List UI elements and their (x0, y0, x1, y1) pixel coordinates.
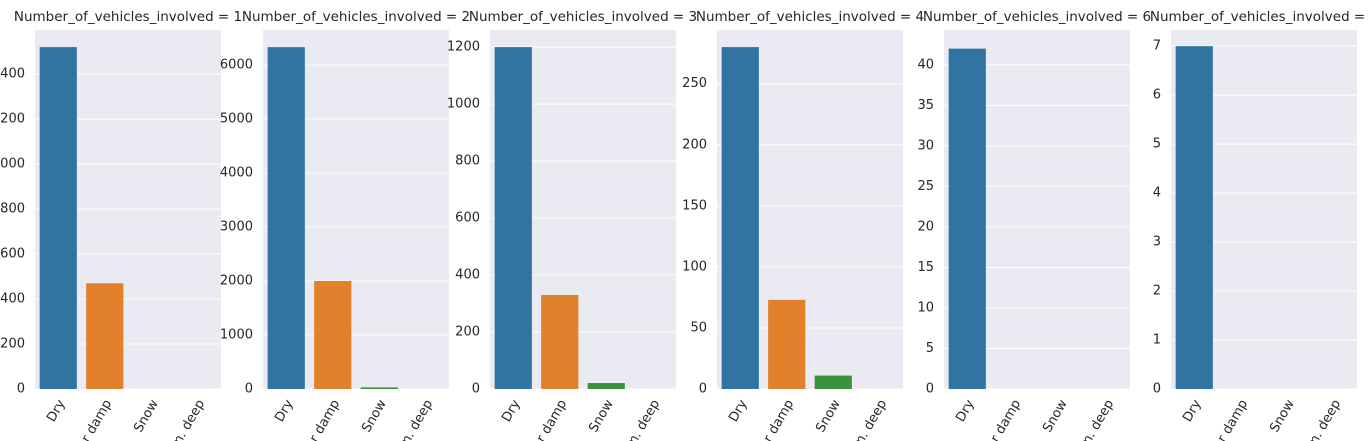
y-tick-label: 4000 (220, 165, 253, 180)
x-tick-label: Snow (1040, 397, 1071, 435)
y-tick-label: 1000 (0, 157, 25, 172)
bar (721, 47, 759, 389)
x-tick-label: Wet or damp (1196, 397, 1251, 441)
bar (768, 299, 806, 389)
panel-title: Number_of_vehicles_involved = 7 (1150, 9, 1370, 25)
y-tick-label: 0 (1153, 382, 1161, 397)
x-tick-label: Snow (1267, 397, 1298, 435)
bar (1175, 46, 1213, 389)
y-tick-label: 15 (917, 260, 934, 275)
y-tick-label: 35 (917, 98, 934, 113)
y-tick-label: 0 (699, 382, 707, 397)
y-tick-label: 6 (1153, 88, 1161, 103)
y-tick-label: 5 (926, 341, 934, 356)
y-tick-label: 0 (17, 382, 25, 397)
y-tick-label: 1000 (220, 327, 253, 342)
bar (86, 283, 124, 389)
y-tick-label: 0 (245, 382, 253, 397)
y-tick-label: 1000 (447, 97, 480, 112)
y-tick-label: 20 (917, 219, 934, 234)
panel-title: Number_of_vehicles_involved = 3 (469, 9, 697, 25)
y-tick-label: 400 (455, 268, 480, 283)
x-tick-label: Dry (44, 397, 69, 425)
bar (39, 47, 77, 389)
panel-title: Number_of_vehicles_involved = 1 (14, 9, 242, 25)
y-tick-label: 5000 (220, 111, 253, 126)
bar (948, 48, 986, 389)
panel-title: Number_of_vehicles_involved = 6 (923, 9, 1151, 25)
y-tick-label: 250 (682, 76, 707, 91)
x-tick-label: Snow (586, 397, 617, 435)
y-tick-label: 25 (917, 179, 934, 194)
y-tick-label: 10 (917, 300, 934, 315)
y-tick-label: 7 (1153, 39, 1161, 54)
x-tick-label: Snow (359, 397, 390, 435)
y-tick-label: 0 (472, 382, 480, 397)
y-tick-label: 2000 (220, 273, 253, 288)
y-tick-label: 1400 (0, 67, 25, 82)
y-tick-label: 3000 (220, 219, 253, 234)
x-tick-label: Dry (726, 397, 751, 425)
bar (360, 387, 398, 389)
y-tick-label: 5 (1153, 137, 1161, 152)
y-tick-label: 600 (455, 211, 480, 226)
x-tick-label: Wet or damp (969, 397, 1024, 441)
y-tick-label: 6000 (220, 57, 253, 72)
y-tick-label: 600 (0, 247, 25, 262)
bar (267, 47, 305, 389)
y-tick-label: 200 (682, 137, 707, 152)
x-tick-label: Wet or damp (515, 397, 570, 441)
bar (814, 375, 852, 389)
y-tick-label: 4 (1153, 186, 1161, 201)
x-tick-label: Dry (499, 397, 524, 425)
y-tick-label: 2 (1153, 284, 1161, 299)
y-tick-label: 40 (917, 57, 934, 72)
y-tick-label: 800 (455, 154, 480, 169)
x-tick-label: Snow (813, 397, 844, 435)
y-tick-label: 150 (682, 198, 707, 213)
y-tick-label: 200 (455, 325, 480, 340)
x-tick-label: Dry (1180, 397, 1205, 425)
bar (314, 280, 352, 389)
x-tick-label: Dry (272, 397, 297, 425)
y-tick-label: 100 (682, 259, 707, 274)
bar (494, 47, 532, 389)
y-tick-label: 3 (1153, 235, 1161, 250)
y-tick-label: 30 (917, 138, 934, 153)
panel-title: Number_of_vehicles_involved = 4 (696, 9, 924, 25)
y-tick-label: 200 (0, 337, 25, 352)
bar (587, 383, 625, 389)
y-tick-label: 1200 (0, 112, 25, 127)
y-tick-label: 1200 (447, 40, 480, 55)
x-tick-label: Wet or damp (60, 397, 115, 441)
y-tick-label: 50 (690, 320, 707, 335)
x-tick-label: Dry (953, 397, 978, 425)
y-tick-label: 800 (0, 202, 25, 217)
panel-title: Number_of_vehicles_involved = 2 (242, 9, 470, 25)
x-tick-label: Wet or damp (742, 397, 797, 441)
x-tick-label: Wet or damp (288, 397, 343, 441)
y-tick-label: 0 (926, 382, 934, 397)
x-tick-label: Snow (131, 397, 162, 435)
bar (541, 294, 579, 389)
y-tick-label: 1 (1153, 333, 1161, 348)
y-tick-label: 400 (0, 292, 25, 307)
